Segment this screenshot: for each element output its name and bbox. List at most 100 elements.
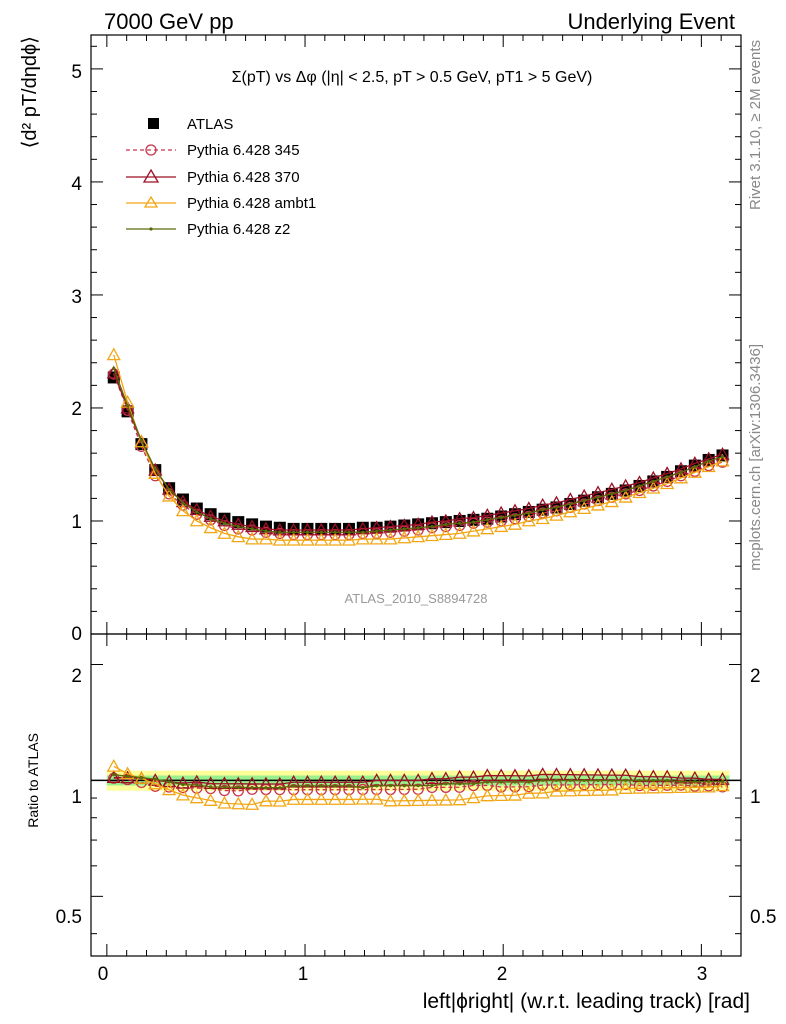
point-pythia-6-428-z2 [707,459,711,463]
ratio-point-pythia-6-428-ambt1 [646,780,661,794]
point-pythia-6-428-ambt1 [245,531,260,545]
ratio-point-pythia-6-428-ambt1 [632,780,647,794]
ratio-point-pythia-6-428-z2 [624,778,628,783]
point-pythia-6-428-z2 [693,465,697,469]
point-pythia-6-428-ambt1 [217,526,232,539]
legend-marker-370 [142,168,160,183]
ratio-point-pythia-6-428-ambt1 [258,793,274,807]
point-pythia-6-428-ambt1 [480,521,495,535]
ratio-point-pythia-6-428-z2 [720,779,725,784]
point-pythia-6-428-ambt1 [314,532,329,546]
ratio-point-pythia-6-428-z2 [375,784,379,788]
y-tick-label-main-2: 2 [71,399,82,420]
ratio-point-pythia-6-428-ambt1 [438,792,453,806]
point-pythia-6-428-z2 [319,530,323,534]
point-pythia-6-428-370 [162,481,177,495]
point-pythia-6-428-370 [217,513,232,527]
point-pythia-6-428-z2 [624,488,628,493]
point-pythia-6-428-370 [148,462,163,476]
series-line-pythia-6-428-370 [113,372,723,531]
ratio-point-pythia-6-428-z2 [167,780,171,784]
ratio-point-pythia-6-428-z2 [209,785,213,789]
point-pythia-6-428-z2 [679,470,683,474]
ratio-point-pythia-6-428-ambt1 [549,783,564,797]
ratio-point-pythia-6-428-z2 [139,775,144,780]
ratio-point-pythia-6-428-ambt1 [383,793,398,807]
header-left: 7000 GeV pp [104,9,234,34]
ratio-point-pythia-6-428-z2 [250,785,254,790]
ratio-point-pythia-6-428-z2 [319,784,323,788]
ratio-point-pythia-6-428-ambt1 [272,793,287,807]
ratio-point-pythia-6-428-z2 [568,778,572,783]
ratio-point-pythia-6-428-z2 [471,782,476,786]
ratio-point-pythia-6-428-z2 [195,783,199,787]
point-pythia-6-428-z2 [416,526,420,530]
y-tick-label-ratio-right-1: 1 [750,787,761,808]
point-pythia-6-428-ambt1 [341,532,357,546]
point-pythia-6-428-z2 [720,454,725,459]
point-pythia-6-428-ambt1 [452,526,467,539]
ratio-point-pythia-6-428-ambt1 [286,792,301,805]
ratio-point-pythia-6-428-z2 [278,786,282,790]
point-pythia-6-428-z2 [402,527,406,531]
ratio-point-pythia-6-428-ambt1 [590,783,606,796]
point-pythia-6-428-ambt1 [563,504,578,518]
y-tick-label-main-0: 0 [71,624,82,645]
point-pythia-6-428-ambt1 [507,517,523,530]
point-pythia-6-428-z2 [568,502,572,506]
ratio-point-pythia-6-428-z2 [513,780,517,784]
point-pythia-6-428-z2 [665,475,669,479]
x-tick-label-2: 2 [497,964,508,985]
ratio-point-pythia-6-428-z2 [665,778,669,783]
legend-label-370: Pythia 6.428 370 [187,169,300,186]
point-pythia-6-428-ambt1 [383,531,398,545]
ratio-point-pythia-6-428-z2 [444,782,448,786]
ratio-point-pythia-6-428-ambt1 [120,766,135,780]
point-pythia-6-428-z2 [278,530,282,534]
ratio-point-pythia-6-428-z2 [527,780,531,784]
ratio-point-pythia-6-428-370 [452,769,467,783]
point-pythia-6-428-z2 [513,513,517,517]
point-pythia-6-428-z2 [375,529,379,533]
point-atlas [273,521,286,534]
ratio-point-pythia-6-428-z2 [305,784,310,788]
legend-marker-345 [145,144,157,156]
point-pythia-6-428-370 [175,494,191,508]
point-pythia-6-428-ambt1 [535,511,550,525]
point-pythia-6-428-z2 [458,521,462,525]
point-pythia-6-428-ambt1 [673,470,689,484]
point-pythia-6-428-z2 [444,522,448,526]
ratio-point-pythia-6-428-z2 [458,782,462,786]
ratio-point-pythia-6-428-ambt1 [231,796,246,810]
point-pythia-6-428-345 [481,516,493,528]
ratio-point-pythia-6-428-ambt1 [411,793,426,807]
ratio-point-pythia-6-428-z2 [333,784,337,788]
ratio-line-pythia-6-428-370 [113,773,723,785]
ratio-point-pythia-6-428-ambt1 [577,783,592,797]
y-tick-label-ratio-left-1: 1 [71,787,82,808]
point-pythia-6-428-z2 [430,525,434,529]
legend-label-atlas: ATLAS [187,116,233,133]
ratio-point-pythia-6-428-ambt1 [245,797,260,810]
point-pythia-6-428-z2 [236,525,240,529]
ratio-point-pythia-6-428-345 [467,779,480,792]
point-pythia-6-428-ambt1 [397,530,412,544]
ratio-point-pythia-6-428-z2 [112,773,116,777]
ratio-point-pythia-6-428-ambt1 [355,791,370,805]
ratio-point-pythia-6-428-370 [701,771,716,785]
point-pythia-6-428-z2 [347,530,351,534]
point-pythia-6-428-z2 [195,510,199,514]
point-pythia-6-428-ambt1 [258,531,274,545]
ratio-point-pythia-6-428-370 [189,774,204,788]
point-pythia-6-428-ambt1 [438,527,453,540]
point-pythia-6-428-ambt1 [660,476,675,490]
point-pythia-6-428-z2 [292,530,296,534]
ratio-point-pythia-6-428-ambt1 [300,792,315,805]
point-atlas [246,518,259,531]
legend: ATLAS Pythia 6.428 345 Pythia 6.428 370 … [126,116,316,238]
ratio-point-pythia-6-428-370 [715,772,730,785]
point-pythia-6-428-ambt1 [106,347,121,361]
ratio-point-pythia-6-428-ambt1 [369,791,384,805]
ratio-point-pythia-6-428-ambt1 [521,785,536,799]
point-pythia-6-428-370 [245,519,260,533]
